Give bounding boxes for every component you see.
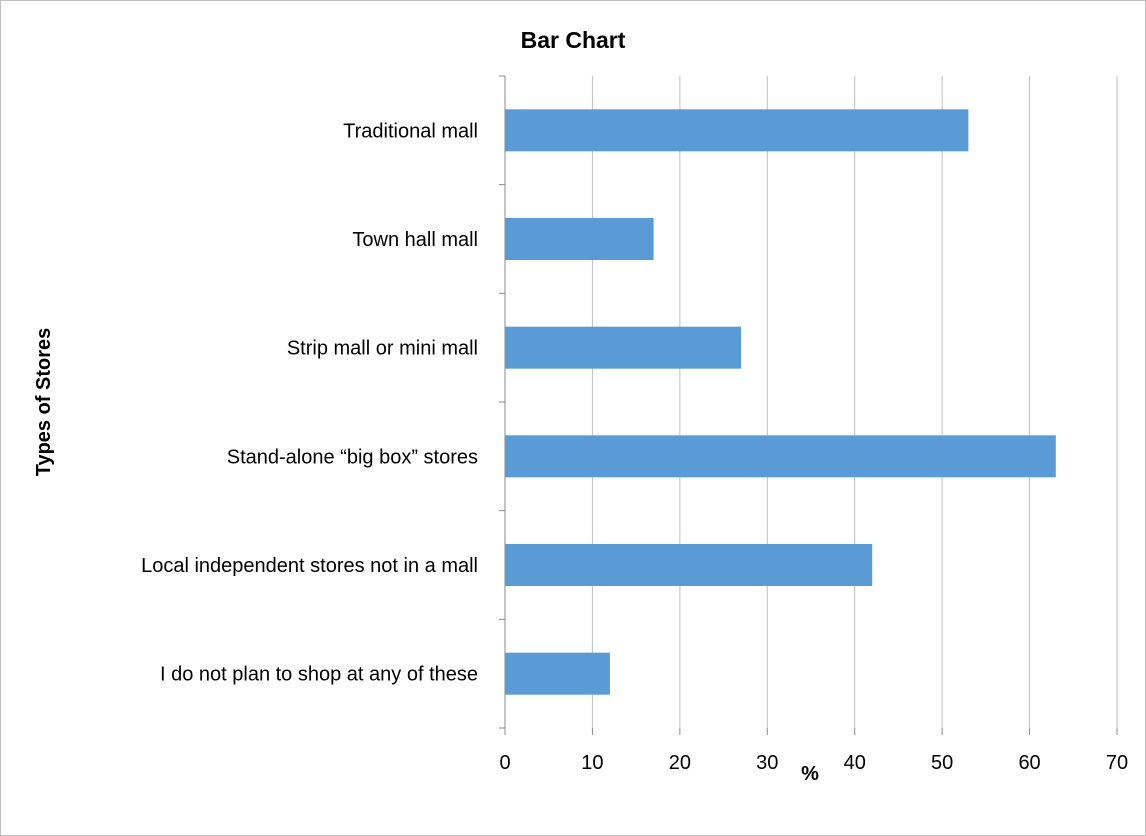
category-label: Strip mall or mini mall	[287, 338, 478, 360]
y-axis-title: Types of Stores	[33, 328, 55, 477]
bar	[505, 326, 742, 369]
x-tick-label: 10	[581, 752, 603, 774]
category-label: I do not plan to shop at any of these	[160, 664, 478, 686]
gridlines	[591, 76, 1118, 728]
x-tick-label: 30	[756, 752, 778, 774]
bar	[505, 435, 1056, 478]
category-label: Stand-alone “big box” stores	[227, 446, 478, 468]
axes	[499, 75, 1118, 735]
x-tick-label: 40	[844, 752, 866, 774]
x-axis-title: %	[801, 763, 819, 785]
x-tick-label: 60	[1018, 752, 1040, 774]
bar	[505, 109, 969, 152]
chart-title: Bar Chart	[521, 27, 626, 53]
bar	[505, 652, 610, 695]
labels: 0 10 20 30 40 50 60 70 Traditional mall Town hall…	[141, 120, 1128, 774]
category-label: Town hall mall	[352, 229, 478, 251]
category-label: Local independent stores not in a mall	[141, 555, 478, 577]
bar	[505, 544, 873, 586]
bar	[505, 218, 654, 260]
x-tick-label: 20	[669, 752, 691, 774]
x-tick-label: 70	[1106, 752, 1128, 774]
x-tick-label: 0	[499, 752, 510, 774]
x-tick-label: 50	[931, 752, 953, 774]
category-label: Traditional mall	[343, 120, 478, 142]
bars	[505, 109, 1056, 695]
